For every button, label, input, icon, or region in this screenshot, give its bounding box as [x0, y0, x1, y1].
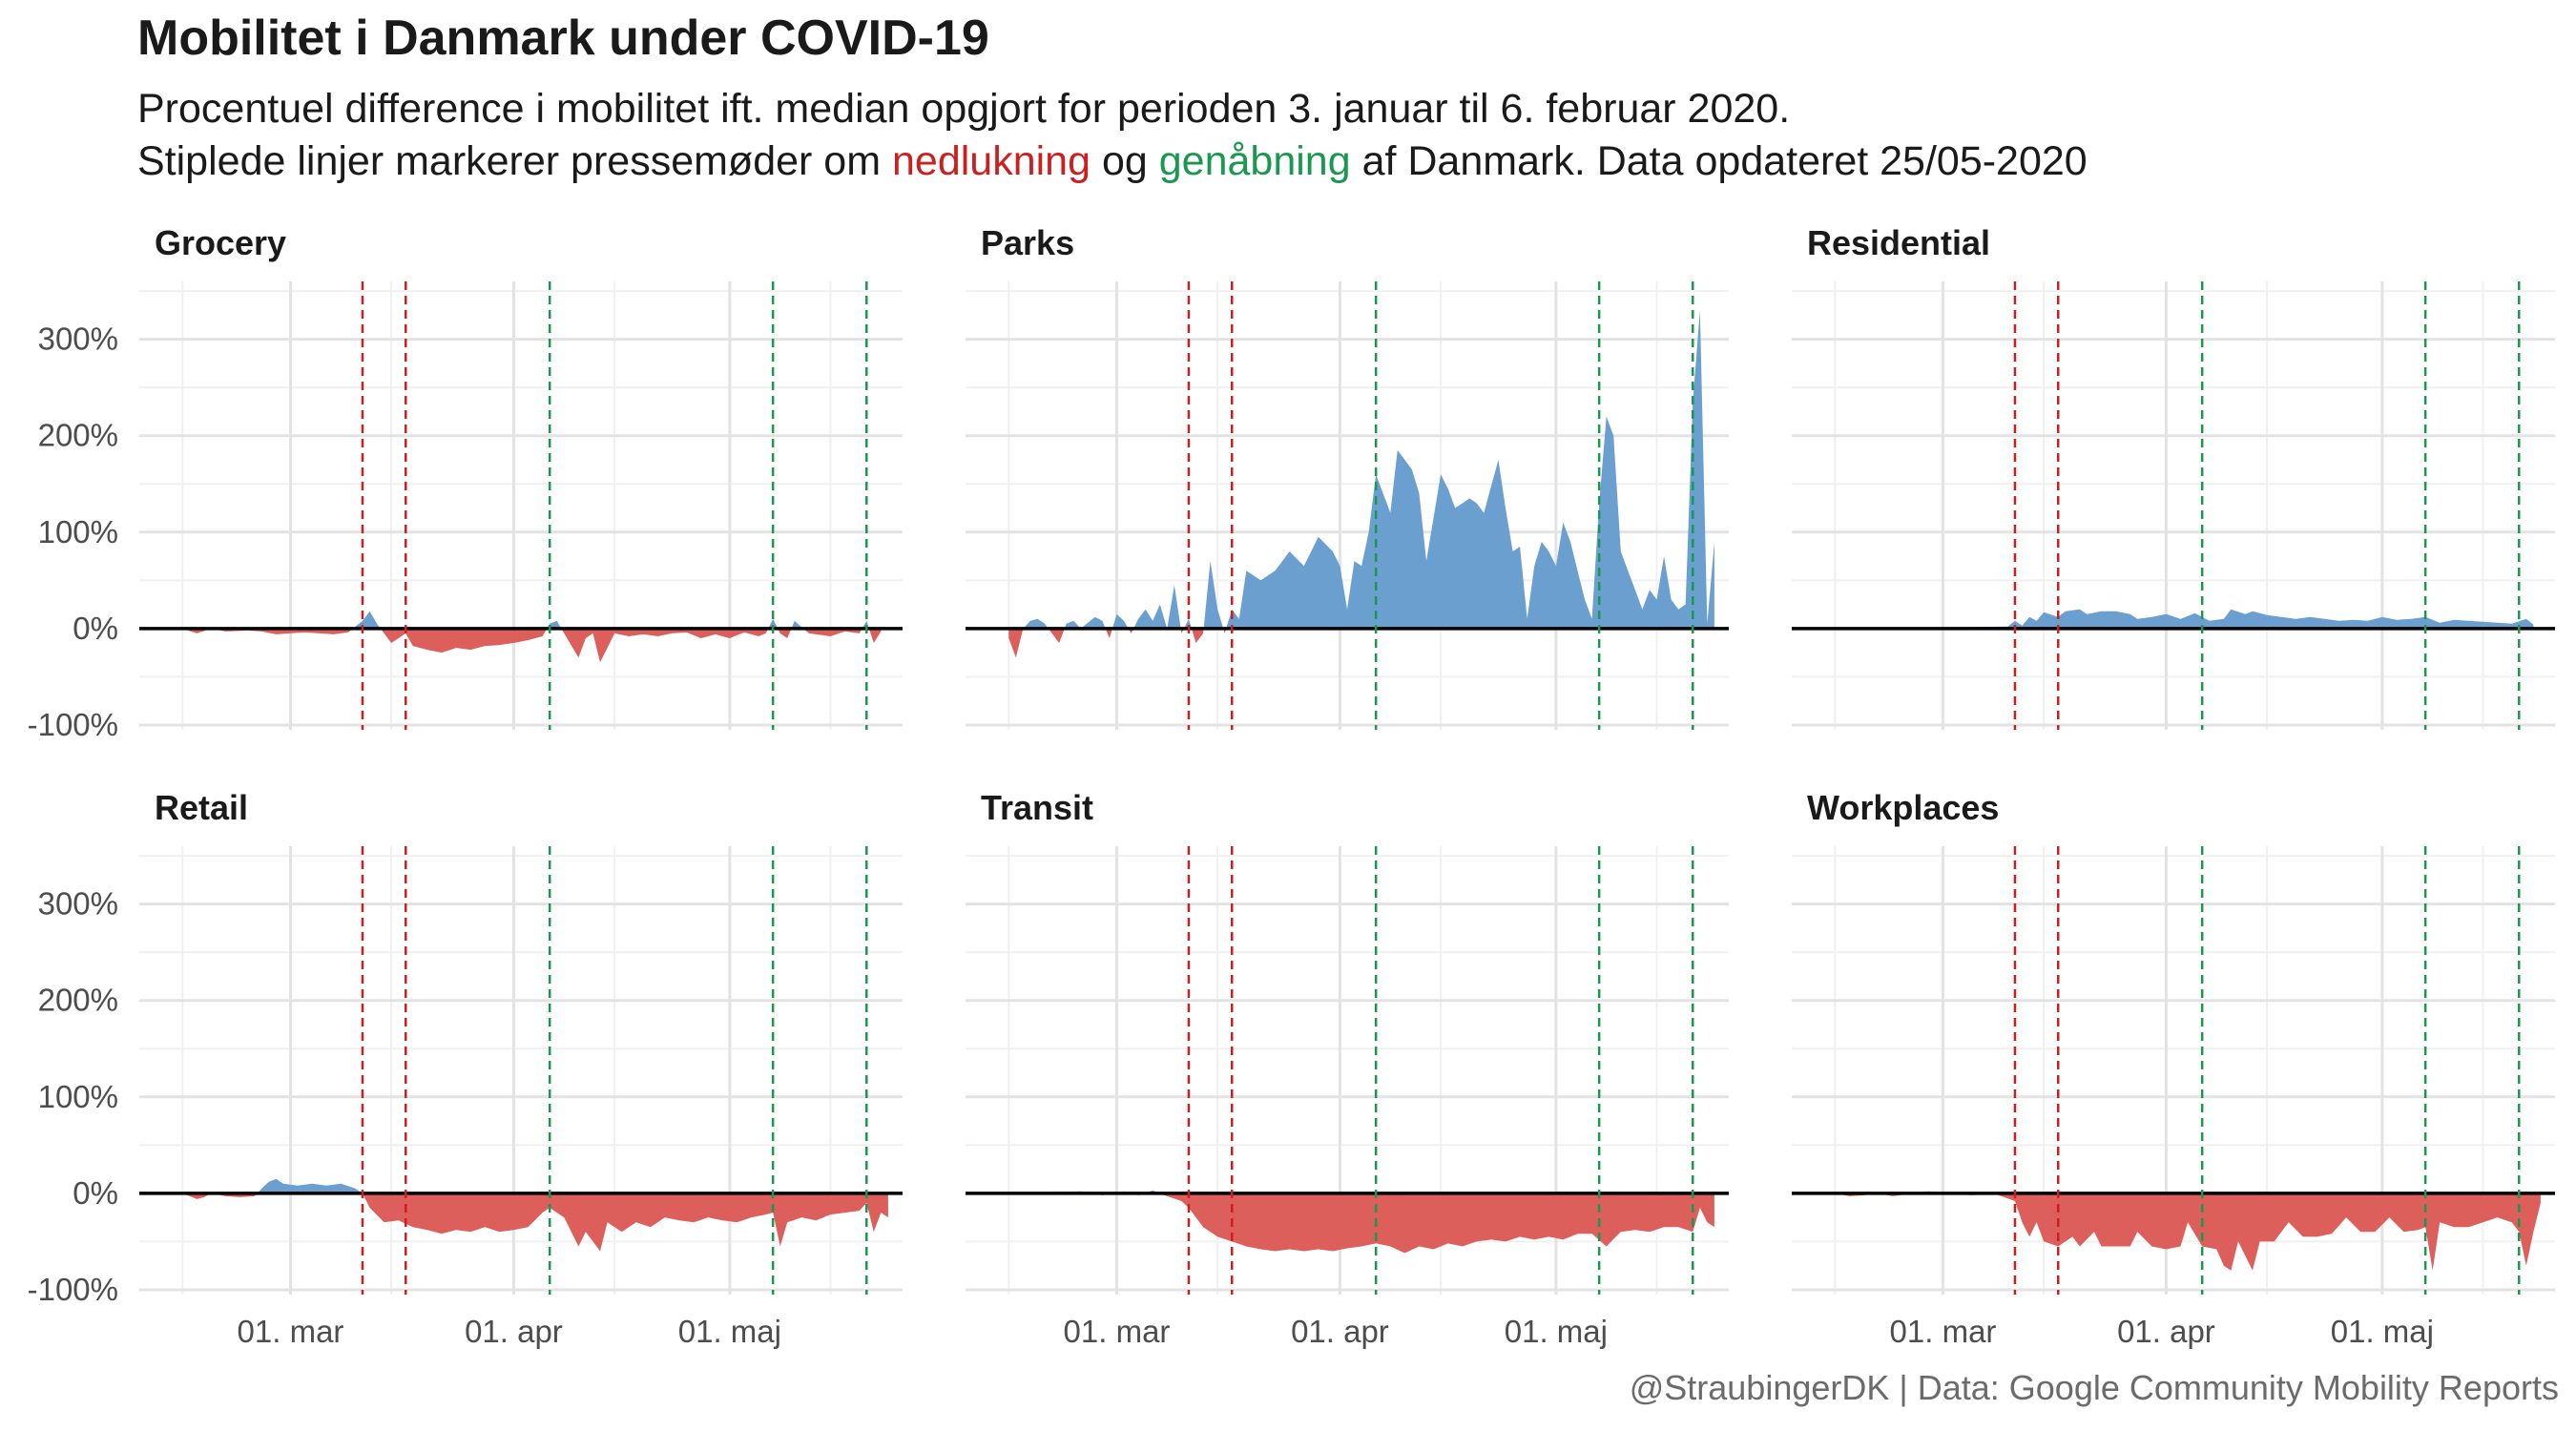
subtitle-lockdown-word: nedlukning — [892, 138, 1091, 184]
facet-title: Retail — [155, 788, 248, 827]
x-tick-label: 01. maj — [2331, 1314, 2434, 1349]
y-tick-label: 200% — [38, 983, 118, 1018]
chart-subtitle-line2: Stiplede linjer markerer pressemøder om … — [137, 138, 2088, 185]
subtitle-text-after: af Danmark. Data opdateret 25/05-2020 — [1350, 138, 2088, 184]
facet-workplaces: Workplaces 01. mar 01. apr 01. maj — [1792, 788, 2555, 1349]
subtitle-reopening-word: genåbning — [1158, 138, 1351, 184]
facet-title: Parks — [981, 223, 1074, 262]
facet-grocery: Grocery -100% 0% 100% 200% 300% — [28, 223, 903, 742]
x-tick-label: 01. maj — [1505, 1314, 1608, 1349]
chart-caption: @StraubingerDK | Data: Google Community … — [1629, 1368, 2559, 1407]
area-positive — [1023, 310, 1714, 629]
y-tick-label: -100% — [28, 1272, 118, 1307]
facet-title: Workplaces — [1807, 788, 1999, 827]
subtitle-text-before: Stiplede linjer markerer pressemøder om — [137, 138, 892, 184]
x-tick-label: 01. mar — [238, 1314, 344, 1349]
x-tick-label: 01. apr — [465, 1314, 563, 1349]
area-negative — [1008, 1192, 1714, 1254]
y-tick-label: -100% — [28, 707, 118, 742]
area-positive — [257, 1178, 363, 1193]
facet-parks: Parks — [966, 223, 1729, 730]
area-negative — [182, 628, 882, 663]
chart-title: Mobilitet i Danmark under COVID-19 — [137, 10, 989, 66]
x-tick-label: 01. apr — [1291, 1314, 1389, 1349]
facet-retail: Retail -100% 0% 100% 200% 300% 01. mar 01. apr 0… — [28, 788, 903, 1349]
y-tick-label: 200% — [38, 418, 118, 453]
x-tick-label: 01. mar — [1064, 1314, 1171, 1349]
x-tick-label: 01. mar — [1890, 1314, 1997, 1349]
area-negative — [182, 1192, 888, 1252]
y-tick-label: 100% — [38, 1079, 118, 1114]
subtitle-text-middle: og — [1091, 138, 1159, 184]
x-tick-label: 01. apr — [2117, 1314, 2215, 1349]
area-positive — [1837, 609, 2534, 629]
facet-title: Residential — [1807, 223, 1990, 262]
y-tick-label: 300% — [38, 886, 118, 922]
facet-transit: Transit 01. mar 01. apr 01. maj — [966, 788, 1729, 1349]
y-tick-label: 0% — [73, 1175, 118, 1211]
y-tick-label: 0% — [73, 611, 118, 646]
facet-residential: Residential — [1792, 223, 2555, 730]
x-tick-label: 01. maj — [678, 1314, 781, 1349]
y-tick-label: 100% — [38, 514, 118, 550]
facet-title: Transit — [981, 788, 1093, 827]
facet-title: Grocery — [155, 223, 286, 262]
area-negative — [1835, 1192, 2541, 1271]
chart-subtitle-line1: Procentuel difference i mobilitet ift. m… — [137, 86, 1791, 132]
y-tick-label: 300% — [38, 321, 118, 357]
